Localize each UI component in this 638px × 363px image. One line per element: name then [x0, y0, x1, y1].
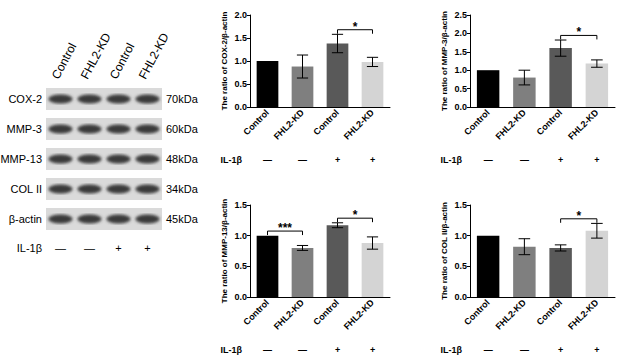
svg-text:0.5: 0.5	[454, 261, 467, 271]
svg-text:+: +	[558, 345, 563, 355]
svg-text:***: ***	[278, 221, 292, 235]
svg-text:0.5: 0.5	[234, 261, 247, 271]
svg-text:MMP-13: MMP-13	[0, 153, 42, 165]
svg-text:Control: Control	[311, 297, 341, 327]
svg-text:34kDa: 34kDa	[166, 183, 199, 195]
svg-text:Control: Control	[49, 41, 80, 82]
svg-text:—: —	[520, 155, 529, 165]
svg-text:—: —	[520, 345, 529, 355]
svg-text:0.0: 0.0	[454, 102, 467, 112]
svg-text:+: +	[115, 242, 121, 254]
svg-text:The ratio of COX-2/β-actin: The ratio of COX-2/β-actin	[220, 12, 229, 111]
svg-text:*: *	[353, 208, 358, 222]
svg-text:1.0: 1.0	[234, 231, 247, 241]
svg-text:Control: Control	[241, 107, 271, 137]
svg-text:FHL2-KD: FHL2-KD	[342, 107, 377, 142]
svg-text:FHL2-KD: FHL2-KD	[78, 30, 114, 81]
svg-text:FHL2-KD: FHL2-KD	[494, 107, 529, 142]
svg-text:45kDa: 45kDa	[166, 213, 199, 225]
svg-text:2.0: 2.0	[234, 10, 247, 20]
svg-text:+: +	[370, 155, 375, 165]
svg-text:Control: Control	[241, 297, 271, 327]
svg-text:FHL2-KD: FHL2-KD	[136, 30, 172, 81]
svg-text:—: —	[484, 345, 493, 355]
svg-text:IL-1β: IL-1β	[221, 345, 243, 355]
svg-text:+: +	[335, 155, 340, 165]
svg-text:—: —	[298, 155, 307, 165]
svg-text:The ratio of MMP-3/β-actin: The ratio of MMP-3/β-actin	[440, 11, 449, 111]
svg-text:1.5: 1.5	[454, 200, 467, 210]
svg-text:1.0: 1.0	[454, 65, 467, 75]
svg-text:+: +	[144, 242, 150, 254]
svg-text:1.5: 1.5	[234, 200, 247, 210]
svg-text:Control: Control	[535, 297, 565, 327]
svg-text:1.5: 1.5	[234, 33, 247, 43]
svg-text:FHL2-KD: FHL2-KD	[566, 297, 601, 332]
svg-text:0.0: 0.0	[234, 292, 247, 302]
svg-text:MMP-3: MMP-3	[7, 123, 42, 135]
svg-text:+: +	[594, 345, 599, 355]
svg-text:—: —	[298, 345, 307, 355]
svg-text:Control: Control	[311, 107, 341, 137]
svg-text:The ratio of MMP-13/β-actin: The ratio of MMP-13/β-actin	[220, 199, 229, 304]
svg-text:FHL2-KD: FHL2-KD	[494, 297, 529, 332]
svg-text:0.5: 0.5	[454, 84, 467, 94]
svg-text:0.0: 0.0	[234, 102, 247, 112]
svg-text:Control: Control	[462, 107, 492, 137]
svg-text:Control: Control	[107, 41, 138, 82]
svg-text:+: +	[370, 345, 375, 355]
svg-text:IL-1β: IL-1β	[221, 155, 243, 165]
svg-text:0.0: 0.0	[454, 292, 467, 302]
svg-text:IL-1β: IL-1β	[17, 242, 42, 254]
svg-text:1.0: 1.0	[454, 231, 467, 241]
svg-text:—: —	[55, 242, 66, 254]
svg-text:COX-2: COX-2	[8, 93, 42, 105]
svg-text:Control: Control	[535, 107, 565, 137]
svg-text:FHL2-KD: FHL2-KD	[566, 107, 601, 142]
svg-text:+: +	[335, 345, 340, 355]
svg-text:2.5: 2.5	[454, 10, 467, 20]
svg-text:*: *	[576, 209, 581, 223]
svg-text:FHL2-KD: FHL2-KD	[272, 297, 307, 332]
svg-text:60kDa: 60kDa	[166, 123, 199, 135]
svg-text:—: —	[84, 242, 95, 254]
svg-text:The ratio of COL II/β-actin: The ratio of COL II/β-actin	[440, 202, 449, 300]
svg-text:+: +	[558, 155, 563, 165]
svg-text:0.5: 0.5	[234, 79, 247, 89]
svg-text:1.0: 1.0	[234, 56, 247, 66]
svg-text:48kDa: 48kDa	[166, 153, 199, 165]
svg-text:FHL2-KD: FHL2-KD	[272, 107, 307, 142]
svg-text:—: —	[263, 345, 272, 355]
svg-text:2.0: 2.0	[454, 28, 467, 38]
svg-text:*: *	[353, 20, 358, 34]
svg-text:70kDa: 70kDa	[166, 93, 199, 105]
svg-text:*: *	[576, 25, 581, 39]
svg-text:COL II: COL II	[11, 183, 42, 195]
svg-text:+: +	[594, 155, 599, 165]
svg-text:Control: Control	[462, 297, 492, 327]
svg-text:1.5: 1.5	[454, 47, 467, 57]
svg-text:—: —	[484, 155, 493, 165]
svg-text:FHL2-KD: FHL2-KD	[342, 297, 377, 332]
svg-text:β-actin: β-actin	[9, 213, 42, 225]
svg-text:IL-1β: IL-1β	[441, 345, 463, 355]
svg-text:IL-1β: IL-1β	[441, 155, 463, 165]
svg-text:—: —	[263, 155, 272, 165]
